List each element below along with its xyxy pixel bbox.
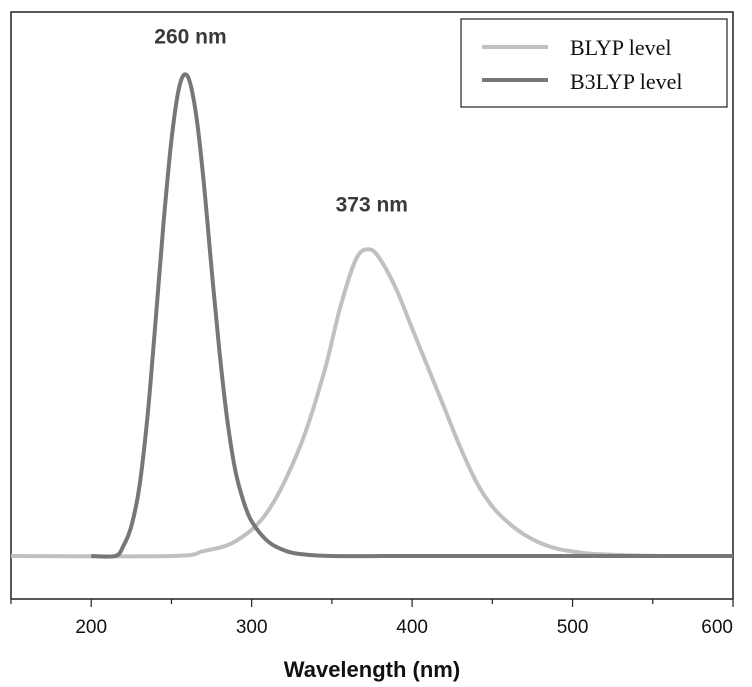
x-tick-label: 500 — [557, 617, 589, 638]
peak-label: 373 nm — [336, 194, 408, 217]
x-tick-label: 200 — [75, 617, 107, 638]
x-axis: 200 300 400 500 600 — [10, 599, 734, 638]
annotation-layer: 260 nm 373 nm — [154, 25, 408, 216]
plot-frame — [10, 11, 734, 600]
x-tick-label: 300 — [236, 617, 268, 638]
x-tick-label: 400 — [396, 617, 428, 638]
peak-label: 260 nm — [154, 25, 226, 48]
legend-label-blyp: BLYP level — [570, 35, 671, 60]
series-line-blyp — [10, 247, 733, 559]
legend-box — [460, 18, 728, 108]
series-layer — [10, 72, 733, 559]
legend-label-b3lyp: B3LYP level — [570, 69, 682, 94]
x-tick-label: 600 — [701, 617, 733, 638]
legend: BLYP level B3LYP level — [460, 18, 728, 108]
x-axis-title: Wavelength (nm) — [284, 657, 460, 682]
series-line-b3lyp — [91, 72, 733, 559]
